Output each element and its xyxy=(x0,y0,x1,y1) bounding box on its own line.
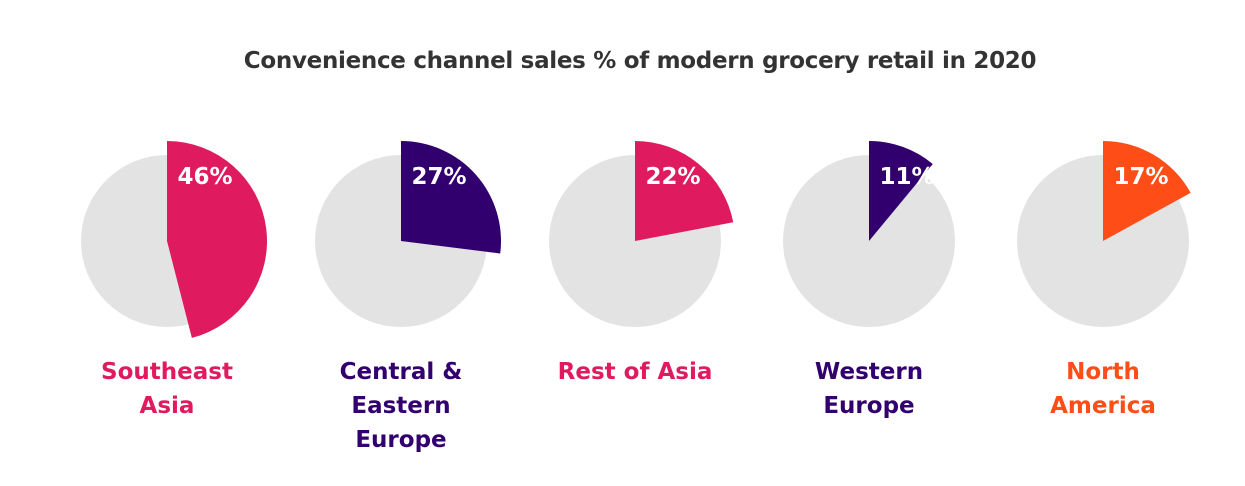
label-central-eastern-europe: Central & Eastern Europe xyxy=(339,359,463,453)
value-label-rest-of-asia: 22% xyxy=(645,164,700,190)
value-label-north-america: 17% xyxy=(1113,164,1168,190)
label-north-america: North America xyxy=(1050,359,1156,419)
pie-slice-southeast-asia xyxy=(167,141,268,338)
pie-slice-rest-of-asia xyxy=(635,141,734,241)
pie-slice-central-eastern-europe xyxy=(401,141,501,254)
value-label-southeast-asia: 46% xyxy=(177,164,232,190)
chart-title: Convenience channel sales % of modern gr… xyxy=(243,48,1037,74)
value-label-western-europe: 11% xyxy=(879,164,934,190)
pie-slice-north-america xyxy=(1103,141,1191,241)
label-rest-of-asia: Rest of Asia xyxy=(557,359,713,385)
pie-slice-western-europe xyxy=(869,141,933,241)
label-western-europe: Western Europe xyxy=(814,359,924,419)
value-label-central-eastern-europe: 27% xyxy=(411,164,466,190)
label-southeast-asia: Southeast Asia xyxy=(101,359,233,419)
